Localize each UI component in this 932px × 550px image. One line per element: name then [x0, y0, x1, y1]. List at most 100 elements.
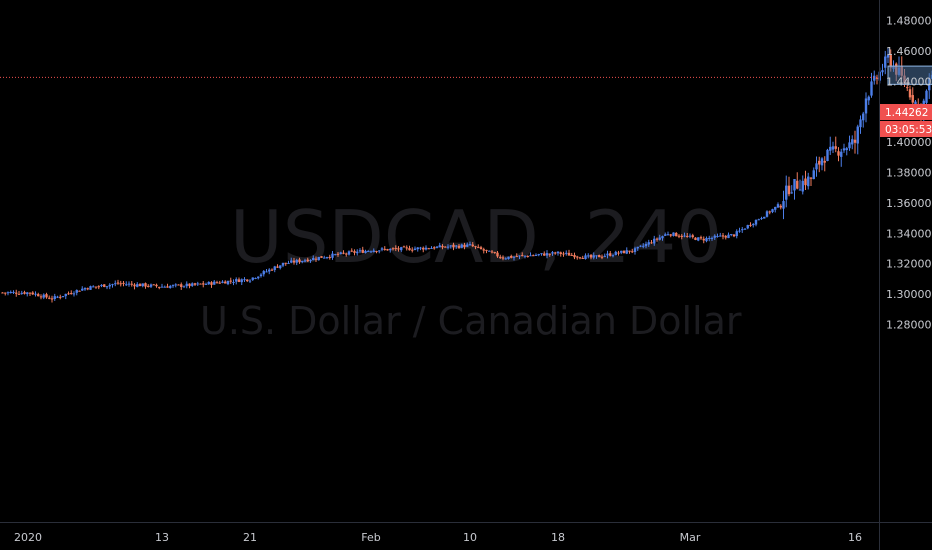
last-price-tag: 1.44262 03:05:53: [880, 104, 932, 137]
candle-body: [884, 56, 887, 68]
candle-body: [405, 247, 408, 249]
price-axis[interactable]: 1.28000 1.30000 1.32000 1.34000 1.36000 1.380…: [886, 15, 932, 332]
candle-body: [862, 113, 865, 121]
candle-body: [752, 223, 755, 226]
candle-body: [834, 146, 837, 149]
candle-body: [521, 255, 524, 257]
price-tick-label: 1.36000: [886, 197, 932, 210]
candle-body: [180, 284, 183, 288]
candle-body: [251, 277, 254, 280]
candle-body: [529, 255, 532, 257]
candle-body: [438, 245, 441, 248]
candle-body: [680, 235, 683, 237]
candle-body: [611, 255, 615, 257]
candle-body: [386, 249, 389, 251]
candle-body: [653, 238, 656, 244]
candle-body: [416, 247, 419, 250]
candle-body: [67, 293, 70, 295]
candle-body: [757, 219, 760, 221]
candle-body: [460, 244, 463, 248]
candle-body: [279, 265, 282, 269]
candle-body: [430, 247, 433, 249]
candle-body: [325, 257, 329, 259]
candle-body: [664, 234, 667, 236]
candle-body: [138, 284, 142, 287]
candle-body: [523, 255, 527, 257]
candle-body: [592, 255, 595, 258]
candle-body: [367, 250, 370, 252]
candle-body: [842, 148, 846, 151]
candle-body: [169, 285, 172, 288]
candle-body: [573, 254, 576, 258]
candle-body: [389, 248, 392, 251]
price-tick-label: 1.44000: [886, 75, 932, 88]
candle-body: [504, 258, 507, 260]
candle-body: [281, 262, 285, 266]
candle-body: [75, 290, 78, 293]
candle-body: [845, 148, 848, 151]
candle-body: [719, 235, 722, 237]
candle-body: [716, 235, 719, 237]
time-tick-label: 2020: [14, 531, 42, 544]
price-tick-label: 1.40000: [886, 136, 932, 149]
candle-body: [268, 269, 271, 272]
candle-body: [298, 259, 301, 263]
candle-body: [86, 288, 89, 290]
candle-body: [166, 286, 169, 288]
candle-body: [587, 255, 590, 257]
candle-body: [633, 248, 637, 252]
candle-body: [559, 252, 562, 255]
candle-body: [1, 292, 4, 294]
candle-body: [207, 281, 210, 285]
candle-body: [820, 158, 824, 166]
candle-body: [446, 246, 450, 248]
candle-body: [323, 257, 326, 259]
candle-body: [15, 292, 18, 294]
candle-body: [639, 245, 642, 247]
watermark-name: U.S. Dollar / Canadian Dollar: [200, 299, 742, 343]
candle-body: [218, 282, 221, 284]
candle-body: [413, 248, 417, 250]
countdown-label-box: [880, 121, 932, 137]
candle-body: [303, 260, 307, 262]
candle-body: [760, 218, 763, 220]
candle-body: [455, 245, 458, 247]
candle-body: [490, 251, 494, 253]
watermark-symbol: USDCAD, 240: [230, 195, 722, 279]
time-tick-label: 10: [463, 531, 477, 544]
candle-body: [306, 259, 309, 262]
candle-body: [655, 238, 659, 240]
candle-body: [339, 252, 342, 254]
candle-body: [507, 256, 510, 259]
candle-body: [477, 246, 480, 248]
candle-body: [378, 250, 381, 252]
candle-body: [870, 81, 873, 96]
candle-body: [732, 234, 736, 237]
candle-body: [130, 283, 133, 285]
candle-body: [815, 163, 818, 170]
candle-body: [97, 286, 100, 288]
candle-body: [265, 271, 268, 273]
time-tick-label: 18: [551, 531, 565, 544]
candle-body: [144, 283, 147, 287]
time-tick-label: 16: [848, 531, 862, 544]
candle-body: [28, 292, 32, 294]
candle-body: [512, 256, 516, 258]
candle-body: [730, 234, 733, 236]
candle-body: [545, 253, 549, 256]
candle-body: [452, 244, 455, 248]
candle-body: [708, 237, 711, 239]
candle-body: [589, 254, 593, 258]
candle-body: [235, 279, 238, 282]
candle-body: [881, 70, 884, 73]
candle-body: [688, 235, 692, 237]
candle-body: [540, 253, 543, 255]
candle-body: [702, 238, 705, 241]
candle-body: [314, 258, 318, 260]
resistance-zone[interactable]: [887, 65, 932, 85]
candle-body: [182, 286, 186, 288]
time-axis[interactable]: 20201321Feb1018Mar1624Apr: [14, 531, 932, 544]
candle-body: [567, 252, 571, 256]
candle-body: [763, 216, 766, 219]
price-tick-label: 1.30000: [886, 288, 932, 301]
